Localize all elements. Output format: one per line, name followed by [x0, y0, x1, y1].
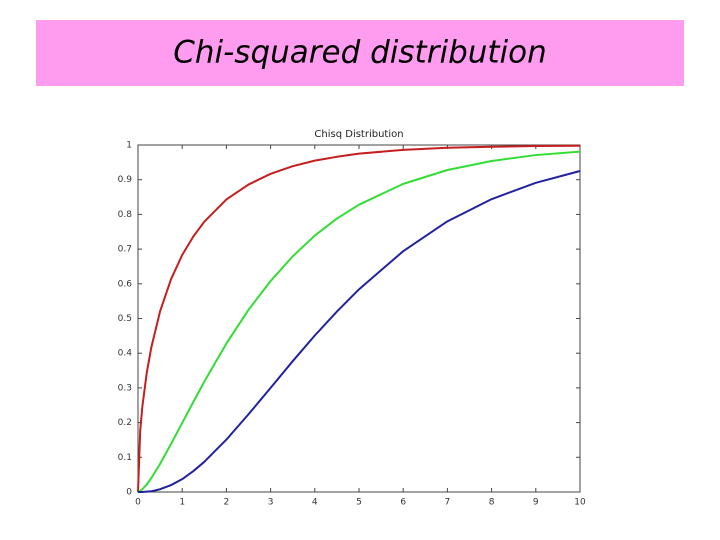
x-tick-label: 0: [135, 498, 141, 508]
slide-title: Chi-squared distribution: [173, 35, 547, 71]
x-tick-label: 5: [356, 498, 362, 508]
y-tick-label: 0.3: [118, 383, 132, 393]
y-tick-label: 0.1: [118, 453, 132, 463]
title-box: [36, 20, 684, 86]
x-tick-label: 1: [179, 498, 185, 508]
plot-frame: [137, 144, 581, 493]
x-tick-label: 8: [489, 498, 495, 508]
x-tick-label: 2: [224, 498, 230, 508]
x-tick-label: 3: [268, 498, 274, 508]
line: [137, 144, 581, 493]
x-tick-label: 9: [533, 498, 539, 508]
y-tick-label: 0.4: [118, 349, 133, 359]
y-tick-label: 0.2: [118, 418, 132, 428]
y-tick-label: 0.5: [118, 314, 132, 324]
line: [137, 150, 581, 493]
y-tick-label: 0: [126, 488, 132, 498]
x-tick-label: 7: [445, 498, 451, 508]
line: [138, 170, 581, 493]
y-tick-label: 0.6: [118, 279, 133, 289]
chart-title: Chisq Distribution: [314, 129, 403, 140]
y-tick-label: 0.9: [118, 175, 133, 185]
y-tick-label: 0.8: [118, 210, 133, 220]
x-tick-label: 10: [574, 498, 586, 508]
x-tick-label: 4: [312, 498, 318, 508]
y-tick-label: 1: [126, 141, 132, 151]
y-tick-label: 0.7: [118, 245, 132, 255]
x-tick-label: 6: [400, 498, 406, 508]
